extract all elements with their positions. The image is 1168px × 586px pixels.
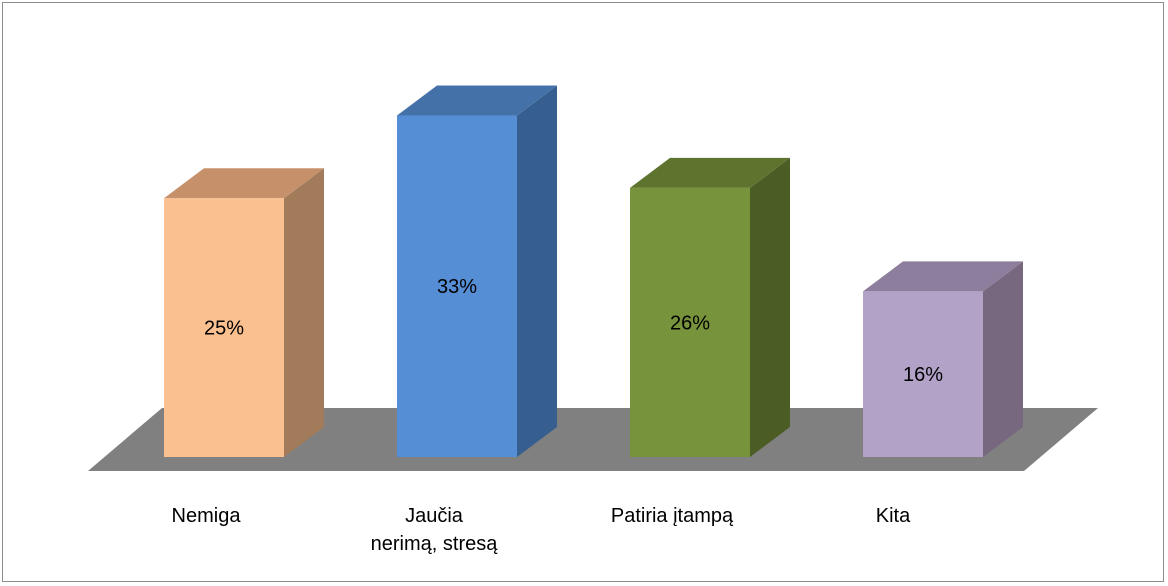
category-label: Kita [876, 505, 911, 527]
data-label: 26% [670, 312, 710, 334]
category-label-line: Nemiga [172, 505, 242, 527]
bar-front-face [630, 187, 750, 457]
chart-floor [88, 408, 1098, 471]
bar-3 [630, 157, 790, 457]
bar-side-face [284, 168, 324, 457]
data-label: 33% [437, 276, 477, 298]
category-label: Jaučia nerimą, stresą [371, 505, 499, 555]
chart-floor-layer [88, 408, 1098, 471]
category-label-line: Patiria įtampą [611, 505, 734, 527]
bar-1 [164, 168, 324, 457]
bar-2 [397, 85, 557, 457]
category-label-line: Kita [876, 505, 911, 527]
bar-top-face [630, 157, 790, 188]
bar-top-face [164, 168, 324, 199]
bar-front-face [397, 115, 517, 457]
data-label: 16% [903, 364, 943, 386]
bar-top-face [397, 85, 557, 116]
category-label-line: nerimą, stresą [371, 533, 499, 555]
category-label: Nemiga [172, 505, 242, 527]
chart-labels-layer: 25% 33% 26% 16% Nemiga Jaučia nerimą, stresą Pa… [172, 276, 944, 555]
bar-side-face [750, 157, 790, 457]
bar-front-face [863, 291, 983, 457]
category-label: Patiria įtampą [611, 505, 734, 527]
data-label: 25% [204, 318, 244, 340]
bar-side-face [517, 85, 557, 457]
bar-side-face [983, 261, 1023, 457]
bar-top-face [863, 261, 1023, 292]
chart-bars-layer [164, 85, 1023, 457]
bar-front-face [164, 198, 284, 457]
category-label-line: Jaučia [405, 505, 464, 527]
bar-4 [863, 261, 1023, 457]
